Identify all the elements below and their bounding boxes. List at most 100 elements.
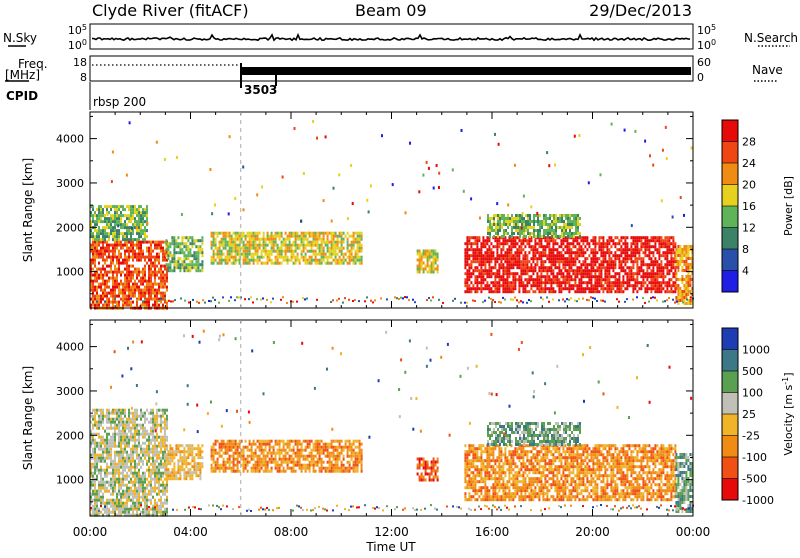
heatmap-cell bbox=[98, 445, 100, 448]
heatmap-cell bbox=[562, 242, 564, 245]
heatmap-cell bbox=[494, 257, 496, 260]
heatmap-cell bbox=[492, 251, 494, 254]
heatmap-cell bbox=[94, 415, 96, 418]
heatmap-cell bbox=[118, 268, 120, 271]
heatmap-cell bbox=[560, 269, 562, 272]
heatmap-cell bbox=[442, 302, 444, 304]
heatmap-cell bbox=[658, 242, 660, 245]
heatmap-cell bbox=[668, 297, 670, 299]
heatmap-cell bbox=[474, 266, 476, 269]
heatmap-cell bbox=[142, 232, 144, 235]
heatmap-cell bbox=[333, 187, 335, 190]
heatmap-cell bbox=[116, 451, 118, 454]
heatmap-cell bbox=[514, 251, 516, 254]
heatmap-cell bbox=[146, 304, 148, 307]
heatmap-cell bbox=[578, 290, 580, 293]
heatmap-cell bbox=[259, 259, 261, 262]
heatmap-cell bbox=[662, 149, 664, 152]
heatmap-cell bbox=[243, 208, 245, 211]
heatmap-cell bbox=[658, 239, 660, 242]
heatmap-cell bbox=[546, 266, 548, 269]
heatmap-cell bbox=[598, 248, 600, 251]
heatmap-cell bbox=[516, 248, 518, 251]
heatmap-cell bbox=[329, 241, 331, 244]
heatmap-cell bbox=[652, 284, 654, 287]
heatmap-cell bbox=[283, 241, 285, 244]
heatmap-cell bbox=[507, 203, 509, 206]
heatmap-cell bbox=[622, 281, 624, 284]
heatmap-cell bbox=[559, 220, 561, 223]
heatmap-cell bbox=[626, 254, 628, 257]
heatmap-cell bbox=[118, 208, 120, 211]
heatmap-cell bbox=[672, 290, 674, 293]
heatmap-cell bbox=[221, 259, 223, 262]
heatmap-cell bbox=[511, 232, 513, 235]
heatmap-cell bbox=[331, 238, 333, 241]
heatmap-cell bbox=[636, 266, 638, 269]
heatmap-cell bbox=[110, 511, 112, 514]
heatmap-cell bbox=[500, 251, 502, 254]
heatmap-cell bbox=[476, 269, 478, 272]
heatmap-cell bbox=[96, 238, 98, 241]
heatmap-cell bbox=[150, 280, 152, 283]
heatmap-cell bbox=[325, 262, 327, 265]
heatmap-cell bbox=[464, 302, 466, 304]
heatmap-cell bbox=[130, 286, 132, 289]
heatmap-cell bbox=[427, 250, 429, 253]
heatmap-cell bbox=[156, 141, 158, 144]
heatmap-cell bbox=[664, 254, 666, 257]
heatmap-cell bbox=[100, 481, 102, 484]
heatmap-cell bbox=[189, 269, 191, 272]
heatmap-cell bbox=[482, 242, 484, 245]
heatmap-cell bbox=[550, 281, 552, 284]
heatmap-cell bbox=[243, 235, 245, 238]
heatmap-cell bbox=[301, 253, 303, 256]
heatmap-cell bbox=[664, 266, 666, 269]
heatmap-cell bbox=[269, 253, 271, 256]
heatmap-cell bbox=[517, 214, 519, 217]
heatmap-cell bbox=[512, 272, 514, 275]
heatmap-cell bbox=[118, 232, 120, 235]
heatmap-cell bbox=[329, 232, 331, 235]
heatmap-cell bbox=[126, 424, 128, 427]
heatmap-cell bbox=[359, 238, 361, 241]
heatmap-cell bbox=[536, 260, 538, 263]
heatmap-cell bbox=[594, 245, 596, 248]
heatmap-cell bbox=[578, 269, 580, 272]
heatmap-cell bbox=[552, 263, 554, 266]
heatmap-cell bbox=[263, 250, 265, 253]
heatmap-cell bbox=[142, 292, 144, 295]
heatmap-cell bbox=[646, 242, 648, 245]
heatmap-cell bbox=[577, 223, 579, 226]
heatmap-cell bbox=[495, 226, 497, 229]
heatmap-cell bbox=[556, 272, 558, 275]
heatmap-cell bbox=[482, 263, 484, 266]
heatmap-cell bbox=[333, 232, 335, 235]
heatmap-cell bbox=[640, 257, 642, 260]
heatmap-cell bbox=[154, 265, 156, 268]
heatmap-cell bbox=[148, 511, 150, 514]
heatmap-cell bbox=[542, 269, 544, 272]
heatmap-cell bbox=[654, 245, 656, 248]
heatmap-cell bbox=[124, 493, 126, 496]
heatmap-cell bbox=[545, 229, 547, 232]
heatmap-cell bbox=[102, 493, 104, 496]
heatmap-cell bbox=[412, 299, 414, 301]
heatmap-cell bbox=[128, 298, 130, 301]
heatmap-cell bbox=[435, 259, 437, 262]
heatmap-cell bbox=[104, 280, 106, 283]
heatmap-cell bbox=[586, 263, 588, 266]
heatmap-cell bbox=[132, 508, 134, 511]
heatmap-cell bbox=[108, 286, 110, 289]
heatmap-cell bbox=[142, 274, 144, 277]
heatmap-cell bbox=[214, 299, 216, 301]
heatmap-cell bbox=[197, 266, 199, 269]
heatmap-cell bbox=[94, 286, 96, 289]
heatmap-cell bbox=[305, 235, 307, 238]
heatmap-cell bbox=[321, 253, 323, 256]
heatmap-cell bbox=[347, 241, 349, 244]
heatmap-cell bbox=[685, 281, 687, 284]
heatmap-cell bbox=[580, 284, 582, 287]
heatmap-cell bbox=[134, 244, 136, 247]
heatmap-cell bbox=[674, 245, 676, 248]
